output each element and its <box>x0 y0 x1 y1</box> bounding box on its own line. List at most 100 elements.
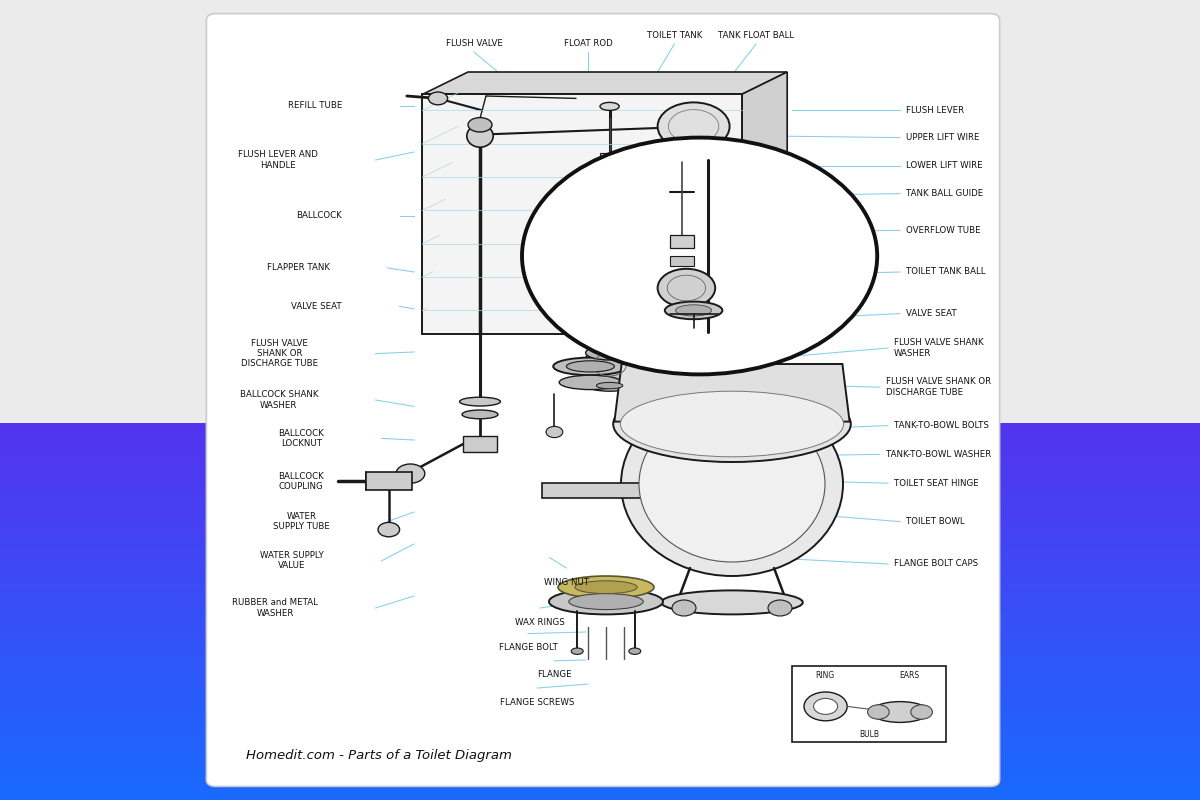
Bar <box>792 666 946 742</box>
Bar <box>0 546 1200 551</box>
Circle shape <box>672 600 696 616</box>
Circle shape <box>378 522 400 537</box>
Bar <box>0 752 1200 758</box>
Circle shape <box>428 92 448 105</box>
Text: BALLCOCK
COUPLING: BALLCOCK COUPLING <box>278 472 324 491</box>
Bar <box>0 550 1200 555</box>
Text: EARS: EARS <box>900 671 919 680</box>
Circle shape <box>546 426 563 438</box>
Circle shape <box>618 426 635 438</box>
Ellipse shape <box>622 392 842 576</box>
Bar <box>0 714 1200 720</box>
Bar <box>0 639 1200 645</box>
Bar <box>0 729 1200 734</box>
Bar <box>0 630 1200 635</box>
Text: OVERFLOW TUBE: OVERFLOW TUBE <box>906 226 980 235</box>
Text: TANK-TO-BOWL WASHER: TANK-TO-BOWL WASHER <box>886 450 991 459</box>
Bar <box>0 672 1200 678</box>
Bar <box>670 256 694 266</box>
Bar <box>0 531 1200 537</box>
Text: BULB: BULB <box>859 730 878 739</box>
Text: WAX RINGS: WAX RINGS <box>515 618 565 626</box>
Ellipse shape <box>587 380 632 391</box>
Bar <box>0 738 1200 744</box>
Bar <box>0 611 1200 617</box>
Text: TOILET TANK BALL: TOILET TANK BALL <box>906 267 985 277</box>
Text: VALVE SEAT: VALVE SEAT <box>292 302 342 311</box>
Bar <box>0 522 1200 527</box>
Circle shape <box>804 692 847 721</box>
Bar <box>0 461 1200 466</box>
Ellipse shape <box>871 702 929 722</box>
Bar <box>0 724 1200 730</box>
Bar <box>422 94 742 334</box>
Bar <box>0 667 1200 673</box>
Bar <box>0 794 1200 800</box>
Ellipse shape <box>462 410 498 419</box>
Circle shape <box>628 415 644 426</box>
Bar <box>0 644 1200 650</box>
Bar <box>0 423 1200 429</box>
Bar <box>463 436 497 452</box>
Bar <box>0 663 1200 669</box>
Bar <box>0 701 1200 706</box>
Circle shape <box>628 425 644 436</box>
Bar <box>0 578 1200 584</box>
Bar <box>0 428 1200 434</box>
Bar <box>0 682 1200 687</box>
Circle shape <box>814 698 838 714</box>
Ellipse shape <box>569 594 643 610</box>
Ellipse shape <box>665 302 722 319</box>
Bar <box>0 569 1200 574</box>
Bar <box>0 583 1200 589</box>
Text: TANK-TO-BOWL BOLTS: TANK-TO-BOWL BOLTS <box>894 421 989 430</box>
Text: TOILET TANK: TOILET TANK <box>647 31 702 40</box>
Ellipse shape <box>571 648 583 654</box>
Bar <box>0 433 1200 438</box>
Bar <box>0 606 1200 612</box>
Text: BALLCOCK SHANK
WASHER: BALLCOCK SHANK WASHER <box>240 390 318 410</box>
Bar <box>0 781 1200 786</box>
Text: FLUSH VALVE: FLUSH VALVE <box>445 39 503 48</box>
Ellipse shape <box>676 305 712 316</box>
Bar <box>0 621 1200 626</box>
Bar <box>0 616 1200 622</box>
Bar <box>0 592 1200 598</box>
Text: Homedit.com - Parts of a Toilet Diagram: Homedit.com - Parts of a Toilet Diagram <box>246 750 512 762</box>
Bar <box>0 597 1200 602</box>
Ellipse shape <box>596 382 623 389</box>
Bar <box>0 498 1200 504</box>
Bar <box>0 564 1200 570</box>
Ellipse shape <box>575 581 637 594</box>
Bar <box>0 517 1200 522</box>
Ellipse shape <box>578 330 641 346</box>
Ellipse shape <box>629 648 641 654</box>
Text: FLUSH LEVER AND
HANDLE: FLUSH LEVER AND HANDLE <box>238 150 318 170</box>
Bar <box>0 658 1200 664</box>
Bar <box>0 559 1200 565</box>
Text: FLANGE BOLT CAPS: FLANGE BOLT CAPS <box>894 559 978 569</box>
Bar <box>0 654 1200 659</box>
Bar <box>0 475 1200 480</box>
Ellipse shape <box>566 361 614 372</box>
Bar <box>0 555 1200 560</box>
Circle shape <box>911 705 932 719</box>
Bar <box>0 757 1200 762</box>
Text: FLANGE: FLANGE <box>538 670 571 679</box>
Bar <box>0 634 1200 640</box>
Bar <box>0 588 1200 594</box>
Text: FLANGE SCREWS: FLANGE SCREWS <box>500 698 575 706</box>
Bar <box>0 766 1200 772</box>
Ellipse shape <box>467 125 493 147</box>
Bar <box>0 536 1200 542</box>
Bar <box>0 686 1200 692</box>
Bar <box>0 742 1200 748</box>
Text: RING: RING <box>815 671 834 680</box>
Circle shape <box>583 347 636 382</box>
Bar <box>600 153 619 162</box>
Text: VALVE SEAT: VALVE SEAT <box>906 309 956 318</box>
Text: FLOAT ROD: FLOAT ROD <box>564 39 612 48</box>
Text: TOILET BOWL: TOILET BOWL <box>906 517 965 526</box>
Text: FLANGE BOLT: FLANGE BOLT <box>498 643 558 652</box>
Circle shape <box>658 269 715 307</box>
